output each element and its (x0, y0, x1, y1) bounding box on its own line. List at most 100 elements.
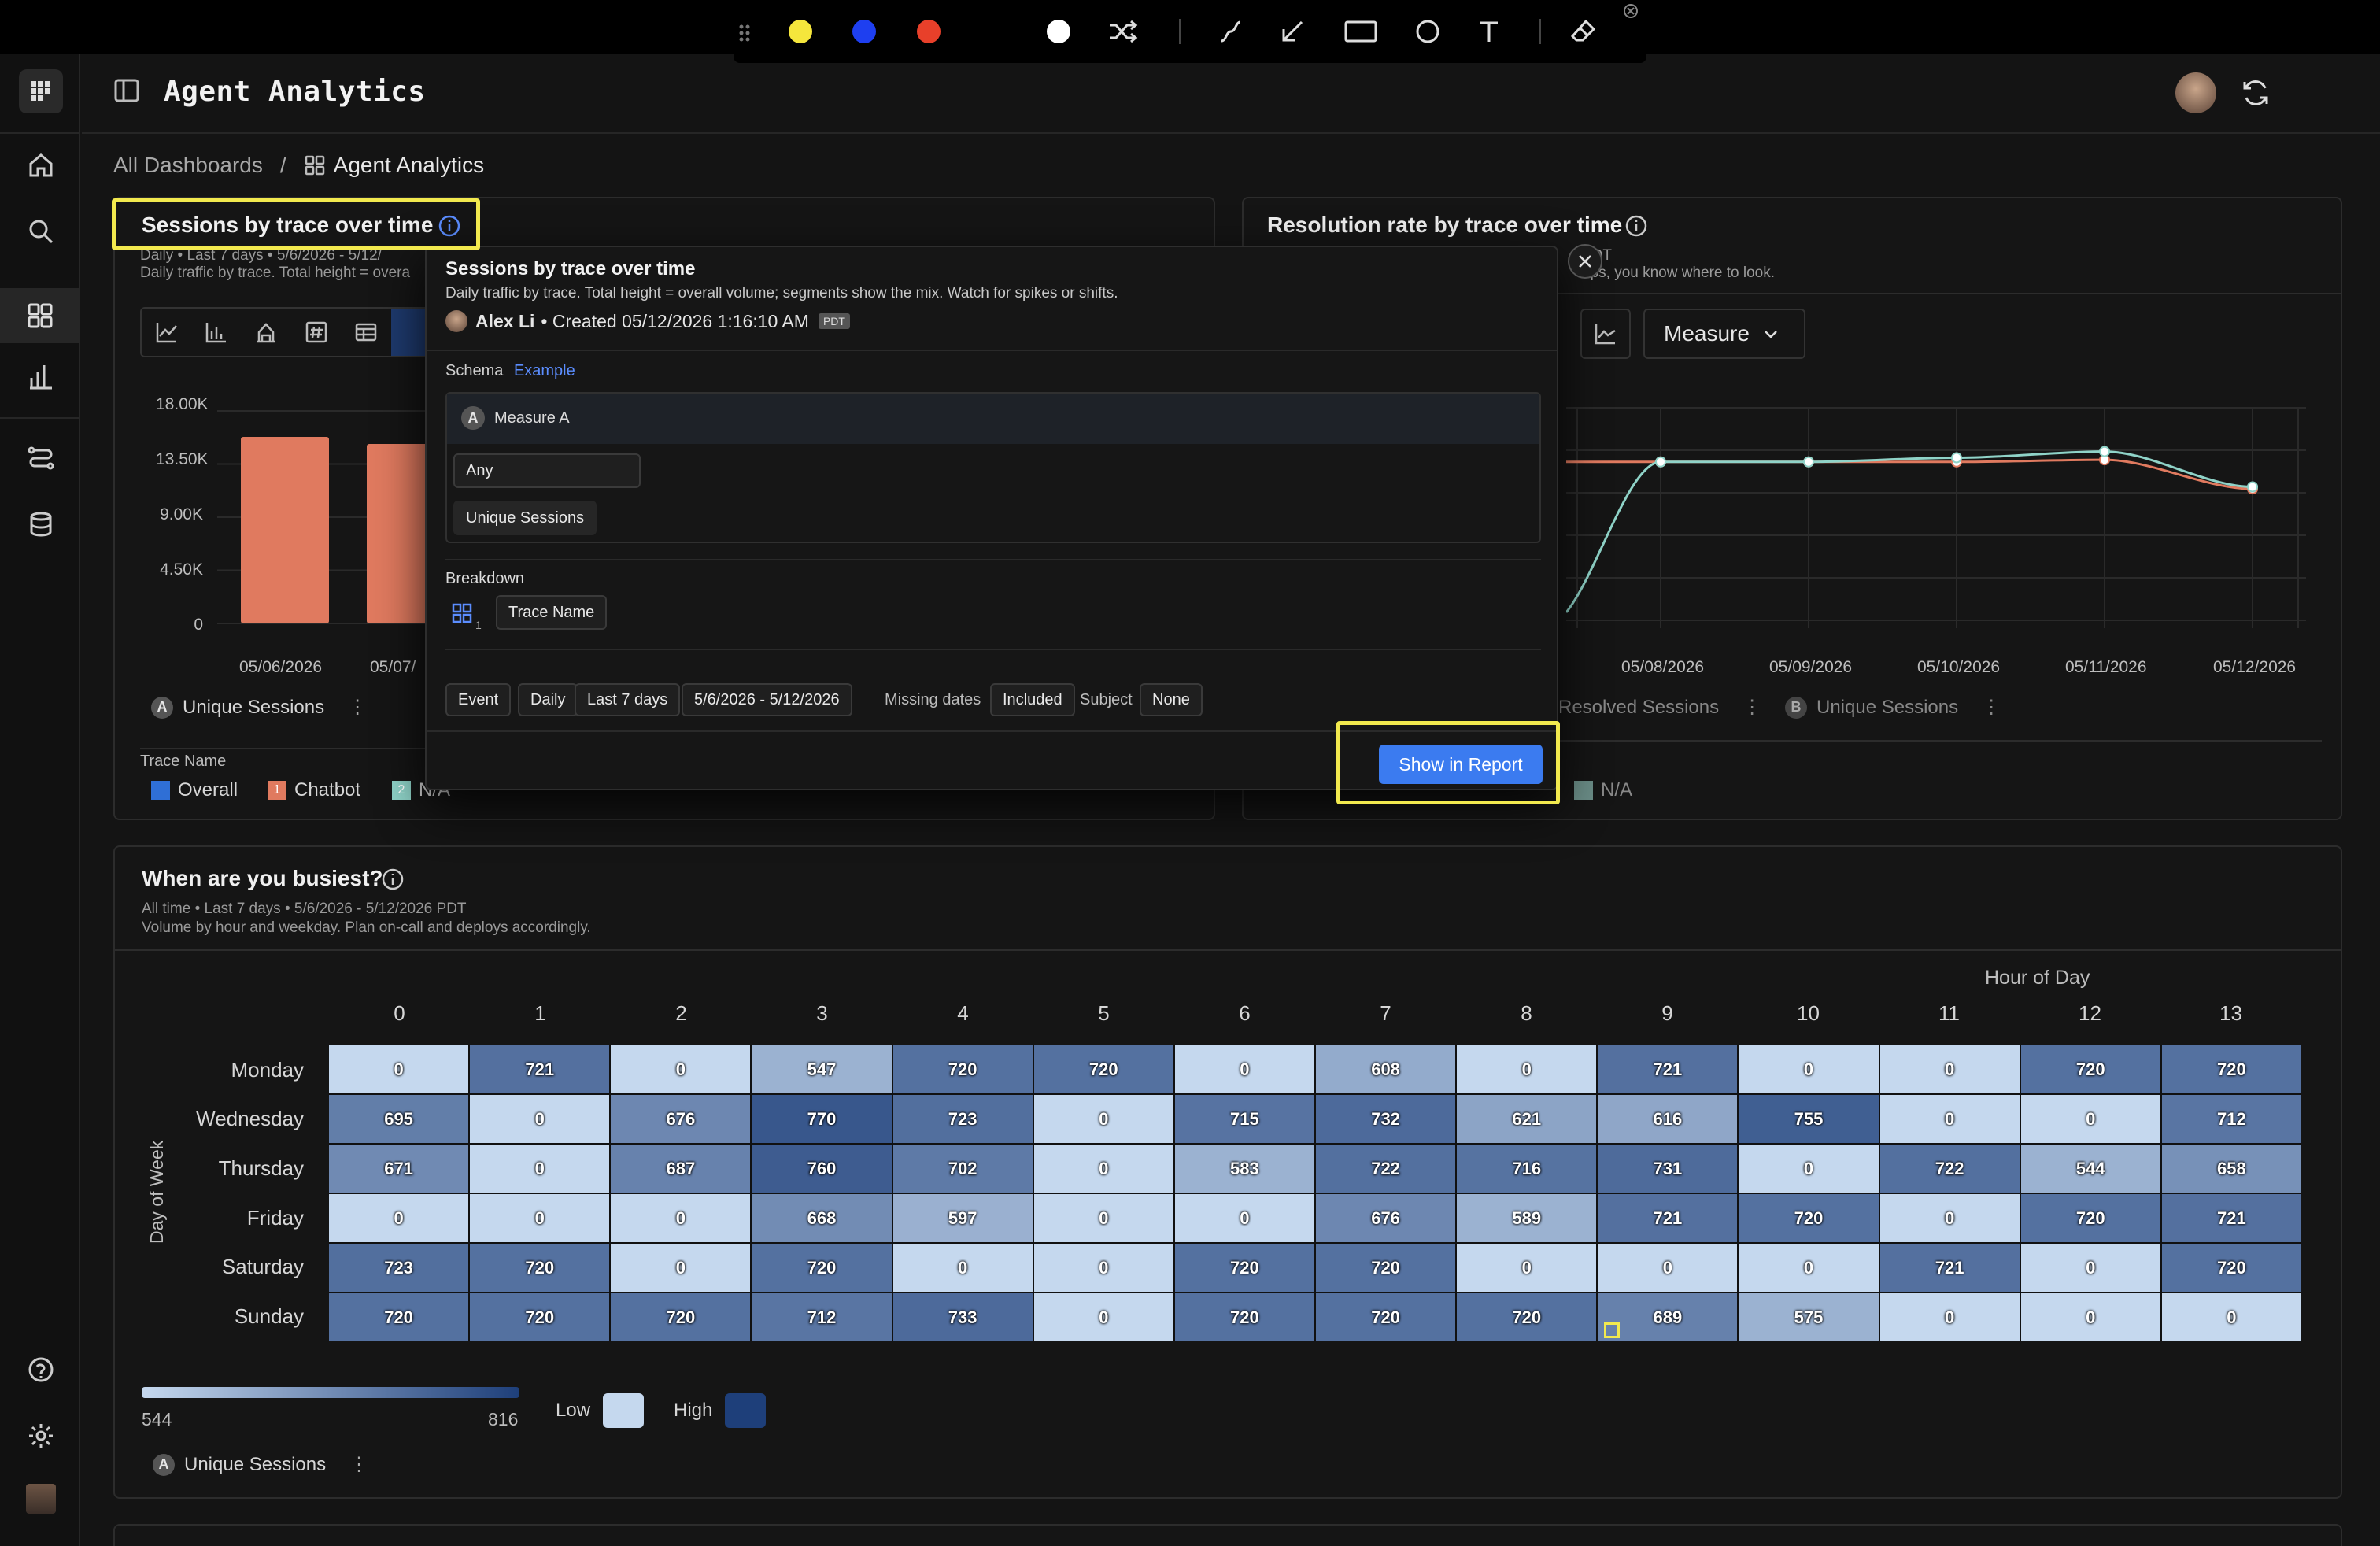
heatmap-cell[interactable]: 608 (1315, 1045, 1456, 1093)
breakdown-trace-name-chip[interactable]: Trace Name (496, 595, 608, 630)
heatmap-cell[interactable]: 720 (611, 1293, 751, 1341)
color-red-button[interactable] (913, 16, 944, 47)
legend-unique-sessions[interactable]: B Unique Sessions ⋮ (1785, 696, 2001, 719)
color-yellow-button[interactable] (785, 16, 816, 47)
data-point[interactable] (2247, 481, 2258, 493)
heatmap-cell[interactable]: 0 (1033, 1194, 1173, 1242)
heatmap-cell[interactable]: 0 (329, 1045, 469, 1093)
heatmap-cell[interactable]: 716 (1457, 1145, 1597, 1193)
heatmap-cell[interactable]: 544 (2020, 1145, 2160, 1193)
heatmap-cell[interactable]: 616 (1598, 1095, 1738, 1143)
heatmap-cell[interactable]: 720 (1174, 1244, 1314, 1292)
heatmap-cell[interactable]: 676 (1315, 1194, 1456, 1242)
heatmap-cell[interactable]: 721 (1879, 1244, 2020, 1292)
any-chip[interactable]: Any (453, 453, 641, 488)
heatmap-cell[interactable]: 0 (611, 1045, 751, 1093)
heatmap-cell[interactable]: 658 (2161, 1145, 2301, 1193)
help-icon[interactable] (19, 1348, 63, 1392)
heatmap-cell[interactable]: 720 (1739, 1194, 1879, 1242)
heatmap-cell[interactable]: 720 (1033, 1045, 1173, 1093)
heatmap-cell[interactable]: 0 (611, 1244, 751, 1292)
heatmap-cell[interactable]: 720 (2020, 1045, 2160, 1093)
color-blue-button[interactable] (848, 16, 880, 47)
circle-icon[interactable] (1412, 16, 1443, 47)
popover-close-icon[interactable] (1568, 244, 1602, 279)
reports-icon[interactable] (19, 354, 63, 398)
heatmap-cell[interactable]: 589 (1457, 1194, 1597, 1242)
home-icon[interactable] (19, 143, 63, 187)
settings-gear-icon[interactable] (19, 1414, 63, 1458)
heatmap-cell[interactable]: 0 (470, 1145, 610, 1193)
heatmap-cell[interactable]: 722 (1879, 1145, 2020, 1193)
rectangle-icon[interactable] (1343, 16, 1379, 47)
heatmap-cell[interactable]: 721 (470, 1045, 610, 1093)
show-in-report-button[interactable]: Show in Report (1379, 745, 1543, 784)
stacked-chart-icon[interactable] (242, 309, 291, 356)
heatmap-cell[interactable]: 720 (1174, 1293, 1314, 1341)
filter-range-chip[interactable]: Last 7 days (575, 683, 681, 716)
heatmap-cell[interactable]: 720 (470, 1293, 610, 1341)
heatmap-cell[interactable]: 0 (1174, 1194, 1314, 1242)
measure-dropdown[interactable]: Measure (1643, 309, 1805, 359)
heatmap-cell[interactable]: 597 (893, 1194, 1033, 1242)
schema-example-link[interactable]: Example (513, 362, 575, 379)
measure-legend[interactable]: A Unique Sessions ⋮ (153, 1453, 368, 1476)
heatmap-cell[interactable]: 721 (1598, 1194, 1738, 1242)
data-point[interactable] (2099, 446, 2110, 457)
text-icon[interactable] (1473, 16, 1505, 47)
heatmap-cell[interactable]: 0 (1033, 1145, 1173, 1193)
heatmap-cell[interactable]: 0 (611, 1194, 751, 1242)
heatmap-cell[interactable]: 0 (1739, 1244, 1879, 1292)
heatmap-cell[interactable]: 720 (2020, 1194, 2160, 1242)
heatmap-cell[interactable]: 0 (2020, 1095, 2160, 1143)
heatmap-cell[interactable]: 0 (1879, 1194, 2020, 1242)
heatmap-cell[interactable]: 720 (1315, 1244, 1456, 1292)
heatmap-cell[interactable]: 0 (2161, 1293, 2301, 1341)
heatmap-cell[interactable]: 715 (1174, 1095, 1314, 1143)
table-chart-icon[interactable] (341, 309, 390, 356)
sidebar-toggle-icon[interactable] (113, 77, 140, 104)
measure-legend[interactable]: A Unique Sessions ⋮ (151, 696, 367, 719)
drag-handle-icon[interactable] (734, 19, 756, 50)
heatmap-cell[interactable]: 721 (2161, 1194, 2301, 1242)
heatmap-cell[interactable]: 0 (1879, 1293, 2020, 1341)
missing-dates-chip[interactable]: Included (990, 683, 1075, 716)
heatmap-cell[interactable]: 0 (1598, 1244, 1738, 1292)
heatmap-cell[interactable]: 687 (611, 1145, 751, 1193)
apps-grid-icon[interactable] (19, 69, 63, 113)
area-chart-icon[interactable] (1580, 309, 1631, 359)
info-icon[interactable] (381, 867, 405, 891)
filter-daily-chip[interactable]: Daily (518, 683, 578, 716)
toolbar-close-icon[interactable] (1621, 2, 1640, 20)
heatmap-cell[interactable]: 668 (752, 1194, 892, 1242)
heatmap-cell[interactable]: 720 (1457, 1293, 1597, 1341)
heatmap-cell[interactable]: 676 (611, 1095, 751, 1143)
heatmap-cell[interactable]: 0 (2020, 1244, 2160, 1292)
filter-event-chip[interactable]: Event (445, 683, 512, 716)
heatmap-cell[interactable]: 723 (329, 1244, 469, 1292)
legend-item-overall[interactable]: Overall (151, 779, 238, 801)
heatmap-cell[interactable]: 0 (329, 1194, 469, 1242)
heatmap-cell[interactable]: 0 (1739, 1045, 1879, 1093)
heatmap-cell[interactable]: 720 (329, 1293, 469, 1341)
legend-resolved-sessions[interactable]: Resolved Sessions ⋮ (1558, 696, 1762, 719)
bar[interactable] (241, 437, 329, 623)
flows-icon[interactable] (19, 436, 63, 480)
legend-item-chatbot[interactable]: 1 Chatbot (268, 779, 360, 801)
measure-header[interactable] (447, 394, 1539, 444)
subject-chip[interactable]: None (1140, 683, 1203, 716)
legend-item-na[interactable]: N/A (1574, 779, 1632, 801)
shuffle-icon[interactable] (1107, 16, 1139, 47)
heatmap-cell[interactable]: 547 (752, 1045, 892, 1093)
heatmap-cell[interactable]: 720 (752, 1244, 892, 1292)
heatmap-cell[interactable]: 0 (470, 1095, 610, 1143)
eraser-icon[interactable] (1568, 16, 1599, 47)
search-icon[interactable] (19, 209, 63, 253)
heatmap-cell[interactable]: 720 (470, 1244, 610, 1292)
heatmap-cell[interactable]: 0 (1457, 1244, 1597, 1292)
heatmap-cell[interactable]: 720 (2161, 1244, 2301, 1292)
heatmap-cell[interactable]: 712 (2161, 1095, 2301, 1143)
heatmap-cell[interactable]: 720 (2161, 1045, 2301, 1093)
pen-icon[interactable] (1215, 16, 1247, 47)
heatmap-cell[interactable]: 732 (1315, 1095, 1456, 1143)
